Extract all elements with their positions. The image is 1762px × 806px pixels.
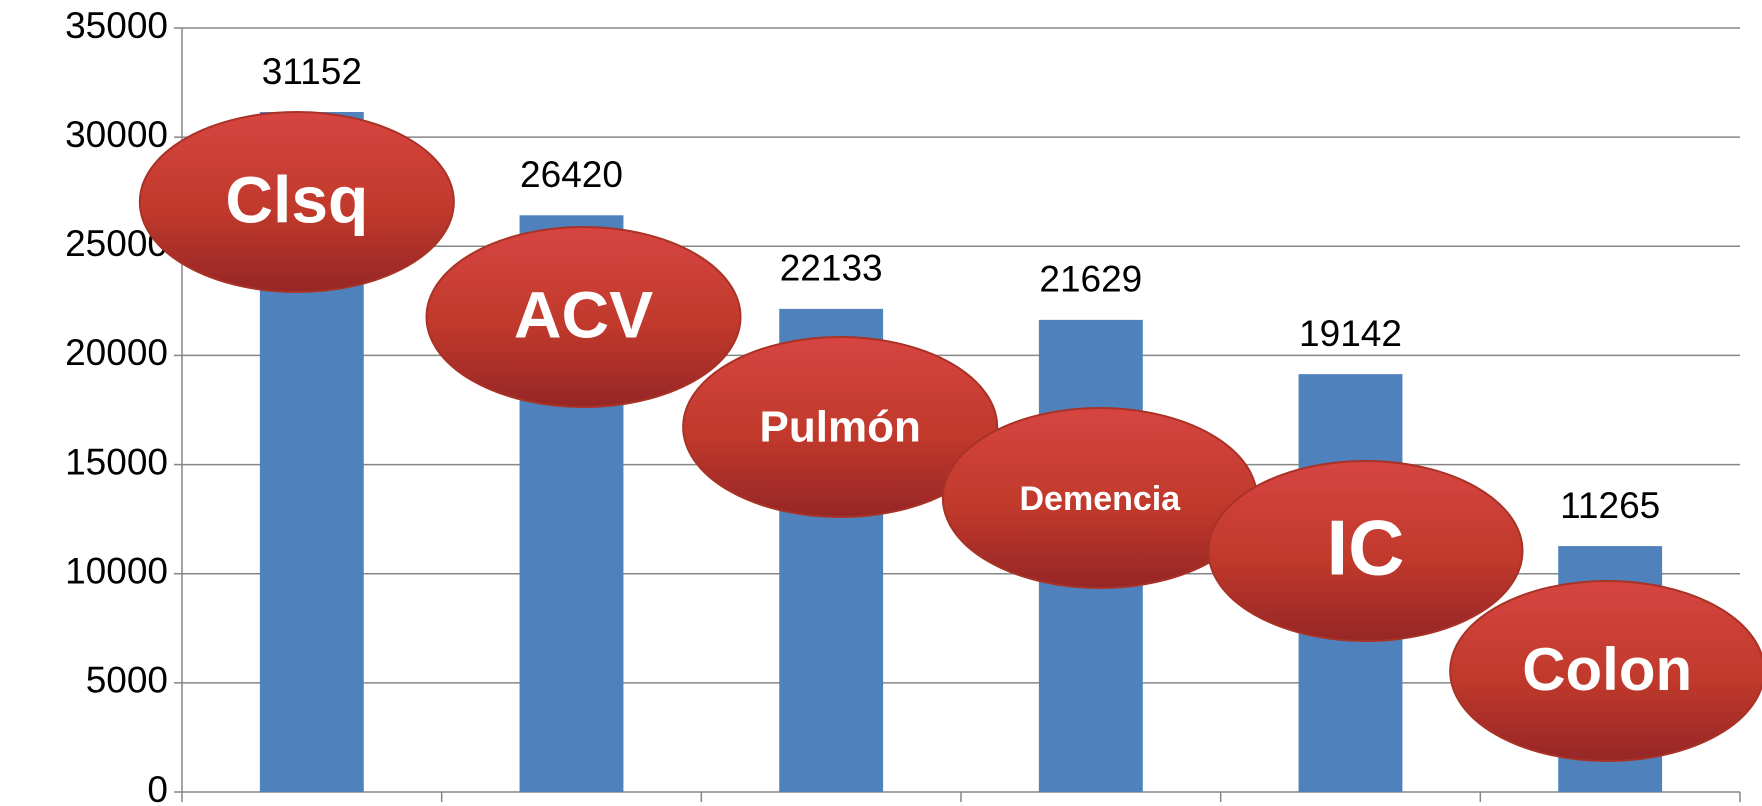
y-tick-label: 20000 xyxy=(65,332,168,373)
category-oval xyxy=(138,111,455,293)
y-tick-label: 30000 xyxy=(65,114,168,155)
value-label: 19142 xyxy=(1299,313,1402,354)
category-label: IC xyxy=(1327,504,1405,592)
y-tick-label: 0 xyxy=(147,769,168,806)
category-label: Clsq xyxy=(225,162,368,236)
y-tick-label: 10000 xyxy=(65,550,168,591)
category-label: ACV xyxy=(514,277,653,351)
value-label: 11265 xyxy=(1560,485,1660,526)
category-label: Colon xyxy=(1522,636,1692,703)
value-label: 21629 xyxy=(1039,259,1142,300)
y-tick-label: 15000 xyxy=(65,441,168,482)
value-label: 22133 xyxy=(780,248,883,289)
value-label: 31152 xyxy=(262,51,362,92)
category-label: Pulmón xyxy=(760,403,921,452)
category-label: Demencia xyxy=(1020,480,1182,518)
category-oval xyxy=(682,336,999,518)
value-label: 26420 xyxy=(520,154,623,195)
category-oval xyxy=(425,226,742,408)
category-oval xyxy=(1207,460,1524,642)
y-tick-label: 35000 xyxy=(65,5,168,46)
category-oval xyxy=(1449,580,1762,762)
y-tick-label: 5000 xyxy=(86,660,168,701)
